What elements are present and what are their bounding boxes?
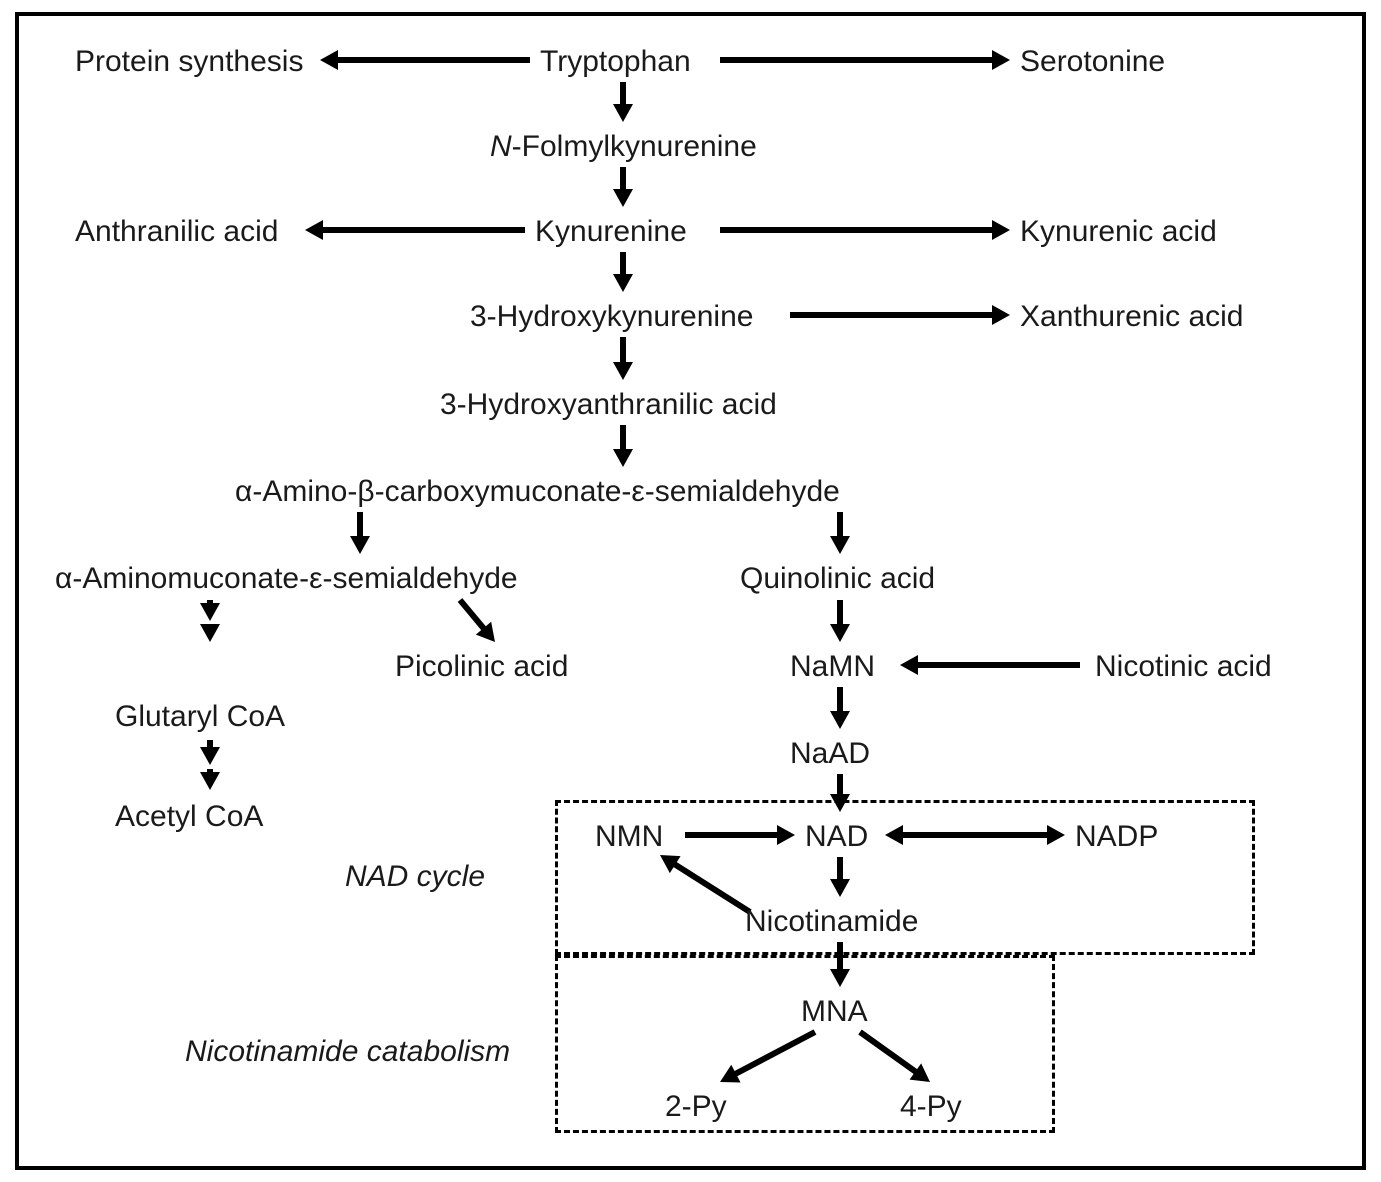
node-serotonine: Serotonine [1020,45,1165,78]
node-nmn: NMN [595,820,663,853]
node-nicotinamide: Nicotinamide [745,905,918,938]
node-two_py: 2-Py [665,1090,727,1123]
node-ams: α-Aminomuconate-ε-semialdehyde [55,562,518,595]
node-tryptophan: Tryptophan [540,45,691,78]
node-n_formyl: N-Folmylkynurenine [490,130,757,163]
node-mna: MNA [801,995,868,1028]
region-label-nad_cycle: NAD cycle [345,860,485,894]
node-naad: NaAD [790,737,870,770]
node-namn: NaMN [790,650,875,683]
node-threeOHkyn: 3-Hydroxykynurenine [470,300,753,333]
node-threeOHanth: 3-Hydroxyanthranilic acid [440,388,777,421]
region-label-nic_catab: Nicotinamide catabolism [185,1035,510,1069]
node-acetyl: Acetyl CoA [115,800,263,833]
node-kynurenine: Kynurenine [535,215,687,248]
node-picolinic: Picolinic acid [395,650,568,683]
node-nadp: NADP [1075,820,1158,853]
dashed-box-nic_catab_box [555,955,1055,1133]
node-four_py: 4-Py [900,1090,962,1123]
node-quinolinic: Quinolinic acid [740,562,935,595]
node-glutaryl: Glutaryl CoA [115,700,285,733]
node-xanthurenic: Xanthurenic acid [1020,300,1243,333]
node-kynurenic: Kynurenic acid [1020,215,1217,248]
node-nicotinic_acid: Nicotinic acid [1095,650,1272,683]
node-protein_synthesis: Protein synthesis [75,45,303,78]
node-nad: NAD [805,820,868,853]
diagram-canvas: Protein synthesis Tryptophan Serotonine N-F… [0,0,1381,1182]
node-acms: α-Amino-β-carboxymuconate-ε-semialdehyde [235,475,840,508]
node-anthranilic: Anthranilic acid [75,215,278,248]
